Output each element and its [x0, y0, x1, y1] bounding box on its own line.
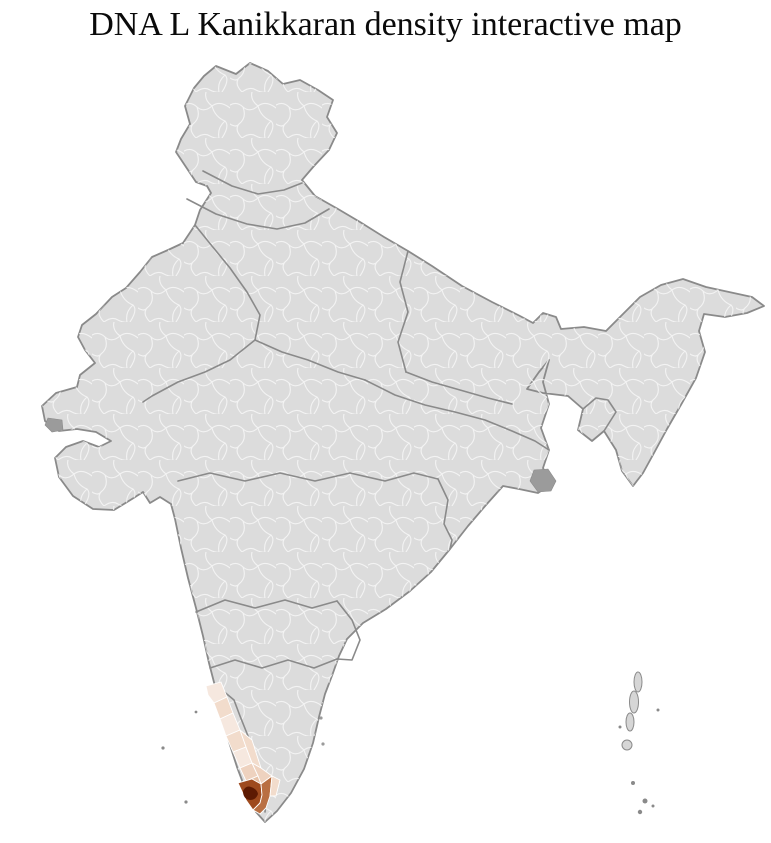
state-border-line	[209, 658, 338, 669]
lakshadweep-speck	[194, 710, 198, 714]
state-border-line	[195, 599, 338, 613]
state-border-line	[397, 250, 409, 373]
andaman-island[interactable]	[625, 712, 635, 732]
andaman-nicobar-islands[interactable]	[618, 671, 660, 815]
nicobar-island-speck	[651, 804, 655, 808]
lakshadweep-speck	[161, 746, 165, 750]
state-border-line	[186, 198, 330, 230]
india-landmass[interactable]	[41, 62, 765, 823]
state-border-line	[582, 397, 617, 432]
state-border-line	[142, 339, 256, 403]
andaman-island[interactable]	[621, 739, 633, 751]
lakshadweep-islands	[161, 710, 198, 804]
state-border-line	[254, 339, 366, 381]
state-border-line	[405, 371, 513, 405]
district-polygon-level6[interactable]	[243, 786, 258, 801]
coastal-speck	[321, 742, 325, 746]
island-speck	[618, 725, 622, 729]
kutch-west-patch	[44, 417, 64, 433]
state-borders	[142, 170, 617, 813]
nicobar-island-speck	[631, 781, 635, 785]
island-speck	[656, 708, 660, 712]
sundarbans-patch	[529, 468, 557, 493]
india-landmass-group[interactable]	[41, 62, 765, 823]
andaman-island[interactable]	[629, 690, 639, 714]
highlighted-districts[interactable]	[205, 681, 281, 815]
state-border-line	[194, 224, 261, 341]
page-title: DNA L Kanikkaran density interactive map	[89, 6, 682, 43]
state-border-line	[202, 170, 303, 195]
state-border-line	[437, 478, 453, 550]
coastal-speck	[319, 716, 323, 720]
dense-gray-patches	[44, 417, 557, 746]
nicobar-island-speck	[637, 809, 643, 815]
state-border-line	[177, 472, 439, 482]
lakshadweep-speck	[184, 800, 188, 804]
state-border-line	[364, 379, 550, 451]
state-border-line	[336, 600, 361, 661]
district-polygon-level1[interactable]	[269, 775, 281, 797]
nicobar-island-speck	[642, 798, 648, 804]
andaman-island[interactable]	[633, 671, 643, 693]
